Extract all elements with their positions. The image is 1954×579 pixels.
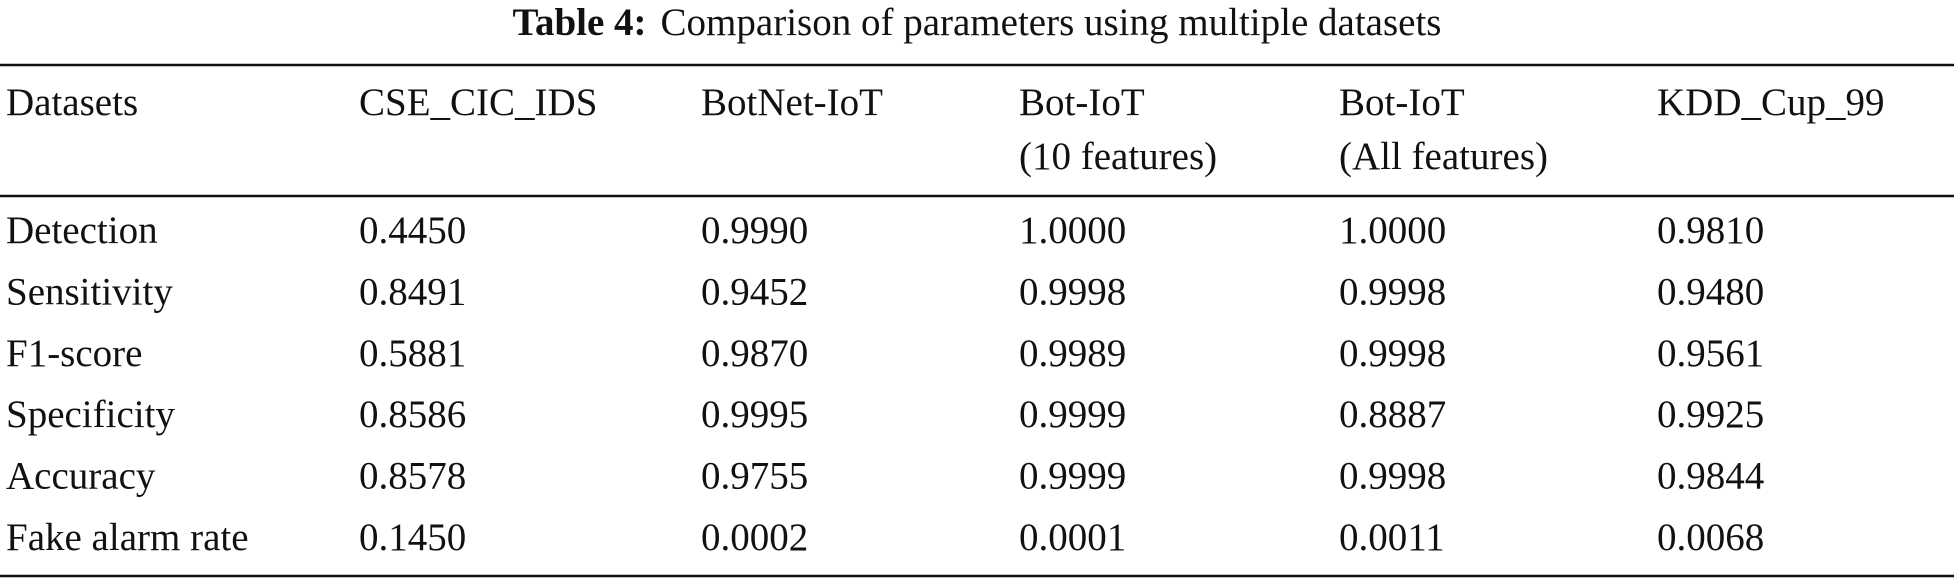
cell: 0.4450 [359,209,466,252]
cell: 0.9810 [1657,209,1764,252]
cell: 0.9925 [1657,393,1764,436]
cell: 0.9999 [1019,393,1126,436]
cell: 0.9995 [701,393,808,436]
header-cell: CSE_CIC_IDS [359,81,597,124]
cell: 0.9452 [701,270,808,313]
cell: 0.0002 [701,516,808,559]
cell: 1.0000 [1339,209,1446,252]
header-cell: Bot-IoT [1339,81,1465,124]
row-label: Fake alarm rate [6,516,249,559]
caption: Table 4: Comparison of parameters using m… [513,1,1442,44]
row-label: Detection [6,209,158,252]
cell: 0.8586 [359,393,466,436]
cell: 0.1450 [359,516,466,559]
cell: 0.5881 [359,332,466,375]
row-label: F1-score [6,332,142,375]
cell: 0.9999 [1019,455,1126,498]
row-label: Accuracy [6,455,156,498]
cell: 0.0011 [1339,516,1445,559]
cell: 0.0001 [1019,516,1126,559]
cell: 0.9989 [1019,332,1126,375]
header-cell: (10 features) [1019,135,1217,178]
cell: 0.9998 [1339,270,1446,313]
header-cell: Bot-IoT [1019,81,1145,124]
cell: 0.8578 [359,455,466,498]
cell: 0.9998 [1339,332,1446,375]
cell: 1.0000 [1019,209,1126,252]
header-cell: BotNet-IoT [701,81,883,124]
header-cell: (All features) [1339,135,1548,178]
cell: 0.8887 [1339,393,1446,436]
cell: 0.0068 [1657,516,1764,559]
header-cell: Datasets [6,81,138,124]
cell: 0.9998 [1019,270,1126,313]
caption-label: Table 4: [513,1,647,44]
caption-text: Comparison of parameters using multiple … [661,1,1442,44]
cell: 0.9755 [701,455,808,498]
cell: 0.9844 [1657,455,1764,498]
row-label: Sensitivity [6,270,173,313]
cell: 0.9870 [701,332,808,375]
cell: 0.8491 [359,270,466,313]
cell: 0.9561 [1657,332,1764,375]
header-cell: KDD_Cup_99 [1657,81,1885,124]
row-label: Specificity [6,393,175,436]
cell: 0.9990 [701,209,808,252]
cell: 0.9998 [1339,455,1446,498]
cell: 0.9480 [1657,270,1764,313]
